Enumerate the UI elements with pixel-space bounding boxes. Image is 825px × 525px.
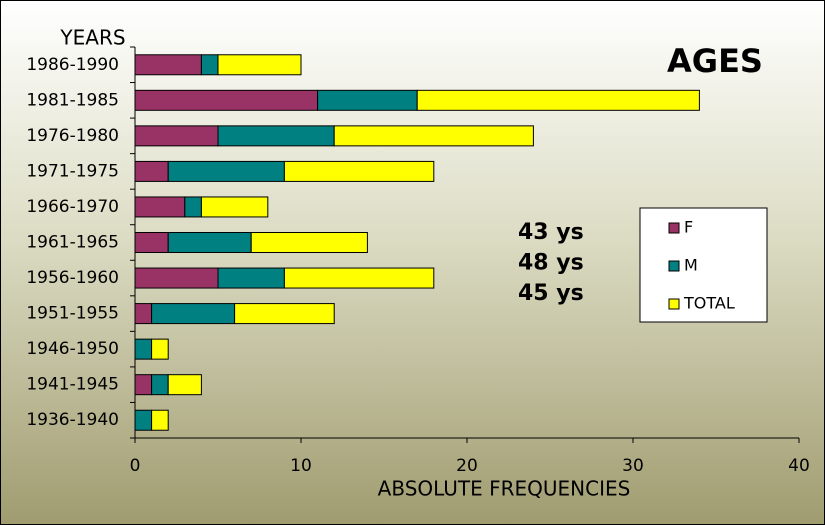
bar-segment xyxy=(151,374,169,396)
annotation: 45 ys xyxy=(518,281,584,306)
bar-segment xyxy=(134,196,186,218)
y-tick-label: 1976-1980 xyxy=(26,126,119,146)
bar-segment xyxy=(234,303,335,325)
legend-label: M xyxy=(684,256,698,275)
x-tick-label: 20 xyxy=(456,456,478,476)
legend-swatch xyxy=(668,298,680,310)
bar-segment xyxy=(151,409,169,431)
bar-segment xyxy=(134,125,219,147)
bar-segment xyxy=(333,125,534,147)
bar-segment xyxy=(250,232,368,253)
y-tick-label: 1966-1970 xyxy=(26,197,119,217)
y-tick-label: 1951-1955 xyxy=(26,304,119,324)
x-tick-label: 30 xyxy=(622,456,644,476)
x-tick-label: 40 xyxy=(788,456,810,476)
bar-segment xyxy=(200,54,219,76)
legend-swatch xyxy=(668,222,680,234)
chart-title: AGES xyxy=(667,42,763,80)
bar-segment xyxy=(151,303,236,325)
y-tick-label: 1971-1975 xyxy=(26,161,119,181)
bar-segment xyxy=(134,303,153,325)
bar-segment xyxy=(151,338,169,360)
y-tick-label: 1936-1940 xyxy=(26,410,119,430)
y-tick-label: 1981-1985 xyxy=(26,90,119,110)
bar-segment xyxy=(134,338,153,360)
bar-segment xyxy=(134,409,153,431)
x-tick-label: 10 xyxy=(290,456,312,476)
bar-segment xyxy=(134,54,202,76)
bar-segment xyxy=(134,232,169,253)
bar-segment xyxy=(283,160,435,182)
x-axis-label: ABSOLUTE FREQUENCIES xyxy=(378,477,631,501)
x-tick-label: 0 xyxy=(130,456,141,476)
annotation: 43 ys xyxy=(518,220,584,245)
bar-segment xyxy=(134,267,219,289)
bar-segment xyxy=(283,267,435,289)
bar-segment xyxy=(167,374,202,396)
bar-segment xyxy=(200,196,269,218)
bar-segment xyxy=(217,267,285,289)
legend-swatch xyxy=(668,260,680,272)
y-tick-label: 1956-1960 xyxy=(26,268,119,288)
bar-segment xyxy=(167,160,285,182)
bar-segment xyxy=(134,160,169,182)
y-tick-label: 1986-1990 xyxy=(26,55,119,75)
bar-segment xyxy=(134,89,319,111)
bar-segment xyxy=(134,374,153,396)
legend-label: F xyxy=(684,218,693,237)
y-tick-label: 1961-1965 xyxy=(26,233,119,253)
bar-segment xyxy=(167,232,252,253)
bar-segment xyxy=(217,54,302,76)
y-axis-label: YEARS xyxy=(59,26,125,50)
bar-segment xyxy=(184,196,202,218)
y-tick-label: 1941-1945 xyxy=(26,375,119,395)
annotation: 48 ys xyxy=(518,251,584,276)
bar-segment xyxy=(317,89,418,111)
legend-box xyxy=(639,207,768,323)
legend-label: TOTAL xyxy=(683,294,735,313)
bar-segment xyxy=(217,125,335,147)
bar-segment xyxy=(416,89,700,111)
y-tick-label: 1946-1950 xyxy=(26,339,119,359)
